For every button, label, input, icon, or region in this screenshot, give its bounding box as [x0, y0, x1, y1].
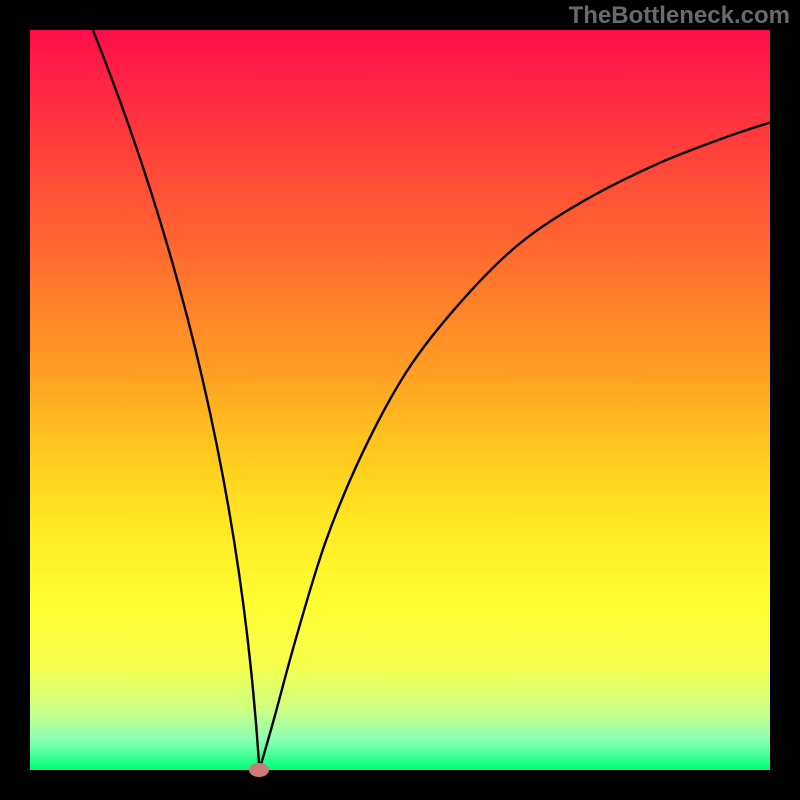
optimal-point-marker: [249, 763, 269, 777]
bottleneck-curve: [30, 30, 770, 770]
watermark-text: TheBottleneck.com: [569, 2, 790, 30]
plot-area: [30, 30, 770, 770]
curve-right-branch: [259, 123, 770, 771]
canvas-root: TheBottleneck.com: [0, 0, 800, 800]
curve-left-branch: [93, 30, 260, 770]
